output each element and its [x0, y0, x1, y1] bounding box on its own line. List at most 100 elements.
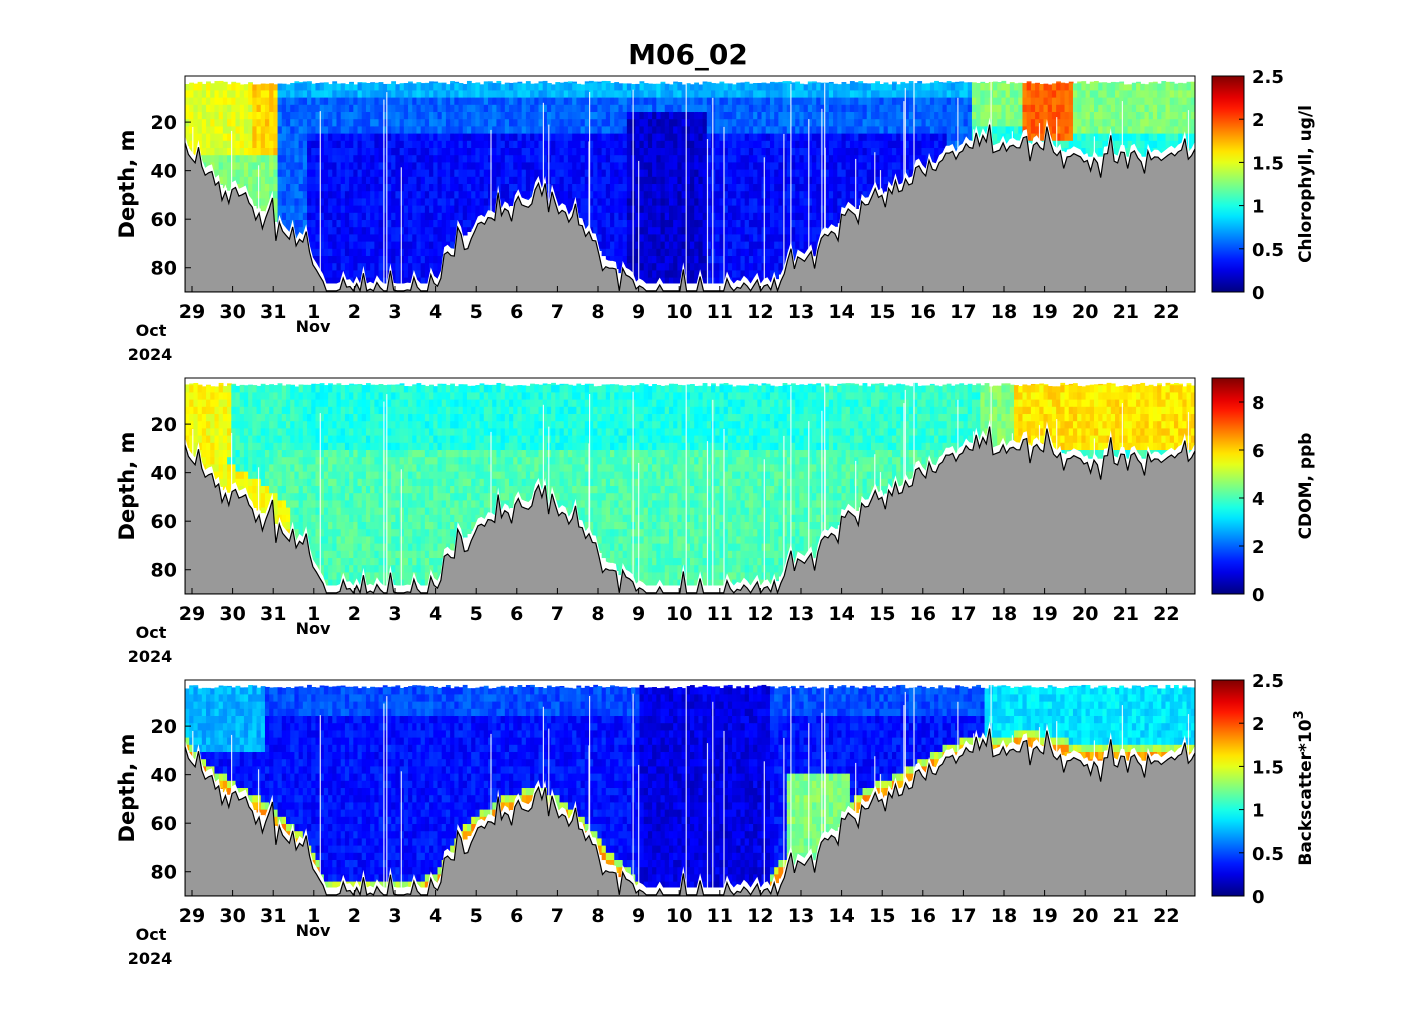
- y-tick-label: 20: [151, 414, 177, 436]
- x-tick-label: 22: [1153, 905, 1179, 927]
- x-tick-label: 3: [388, 301, 401, 323]
- x-tick-label: 4: [429, 905, 442, 927]
- colorbar-tick-label: 1: [1252, 197, 1265, 218]
- y-axis-label: Depth, m: [115, 130, 139, 239]
- colorbar-tick-label: 2.5: [1252, 67, 1284, 88]
- x-tick-label: 11: [707, 905, 733, 927]
- x-tick-label: 7: [551, 301, 564, 323]
- y-tick-label: 40: [151, 161, 177, 183]
- y-tick-label: 60: [151, 511, 177, 533]
- x-tick-label: 30: [219, 603, 245, 625]
- x-tick-label: 31: [260, 603, 286, 625]
- colorbar-tick-label: 1.5: [1252, 153, 1284, 174]
- x-tick-label: 2: [348, 301, 361, 323]
- x-tick-label: 3: [388, 603, 401, 625]
- x-tick-label: 9: [632, 301, 645, 323]
- year-label: 2024: [128, 345, 173, 364]
- x-tick-label: 18: [991, 301, 1017, 323]
- month-label-start: Oct: [136, 321, 167, 340]
- y-tick-label: 80: [151, 862, 177, 884]
- x-tick-label: 12: [747, 603, 773, 625]
- month-label-next: Nov: [296, 921, 331, 940]
- x-tick-label: 15: [869, 905, 895, 927]
- y-axis-label: Depth, m: [115, 734, 139, 843]
- x-tick-label: 3: [388, 905, 401, 927]
- colorbar: [1212, 76, 1244, 292]
- x-tick-label: 21: [1113, 603, 1139, 625]
- x-tick-label: 20: [1072, 603, 1098, 625]
- x-tick-label: 22: [1153, 603, 1179, 625]
- x-tick-label: 5: [470, 301, 483, 323]
- colorbar-label: CDOM, ppb: [1296, 433, 1316, 540]
- y-axis-label: Depth, m: [115, 432, 139, 541]
- x-tick-label: 11: [707, 603, 733, 625]
- x-tick-label: 4: [429, 301, 442, 323]
- colorbar-tick-label: 1.5: [1252, 757, 1284, 778]
- x-tick-label: 13: [788, 301, 814, 323]
- x-tick-label: 11: [707, 301, 733, 323]
- x-tick-label: 29: [179, 603, 205, 625]
- colorbar: [1212, 378, 1244, 594]
- x-tick-label: 7: [551, 603, 564, 625]
- x-tick-label: 29: [179, 301, 205, 323]
- x-tick-label: 2: [348, 905, 361, 927]
- x-tick-label: 17: [950, 301, 976, 323]
- colorbar-tick-label: 4: [1252, 489, 1265, 510]
- figure-title: M06_02: [628, 38, 748, 71]
- colorbar-tick-label: 0: [1252, 887, 1265, 908]
- x-tick-label: 6: [510, 301, 523, 323]
- x-tick-label: 30: [219, 301, 245, 323]
- x-tick-label: 15: [869, 301, 895, 323]
- x-tick-label: 29: [179, 905, 205, 927]
- colorbar-tick-label: 2.5: [1252, 671, 1284, 692]
- x-tick-label: 13: [788, 603, 814, 625]
- year-label: 2024: [128, 949, 173, 968]
- year-label: 2024: [128, 647, 173, 666]
- y-tick-label: 20: [151, 716, 177, 738]
- x-tick-label: 20: [1072, 905, 1098, 927]
- colorbar-tick-label: 0.5: [1252, 844, 1284, 865]
- x-tick-label: 30: [219, 905, 245, 927]
- x-tick-label: 8: [591, 301, 604, 323]
- x-tick-label: 31: [260, 301, 286, 323]
- y-tick-label: 40: [151, 463, 177, 485]
- x-tick-label: 13: [788, 905, 814, 927]
- colorbar-tick-label: 0: [1252, 283, 1265, 304]
- x-tick-label: 5: [470, 603, 483, 625]
- x-tick-label: 18: [991, 905, 1017, 927]
- x-tick-label: 21: [1113, 301, 1139, 323]
- colorbar-tick-label: 1: [1252, 801, 1265, 822]
- x-tick-label: 12: [747, 301, 773, 323]
- colorbar: [1212, 680, 1244, 896]
- x-tick-label: 31: [260, 905, 286, 927]
- x-tick-label: 4: [429, 603, 442, 625]
- x-tick-label: 9: [632, 603, 645, 625]
- colorbar-tick-label: 6: [1252, 441, 1265, 462]
- x-tick-label: 18: [991, 603, 1017, 625]
- x-tick-label: 5: [470, 905, 483, 927]
- x-tick-label: 21: [1113, 905, 1139, 927]
- colorbar-tick-label: 8: [1252, 393, 1265, 414]
- x-tick-label: 10: [666, 301, 692, 323]
- x-tick-label: 19: [1031, 301, 1057, 323]
- x-tick-label: 12: [747, 905, 773, 927]
- x-tick-label: 16: [910, 301, 936, 323]
- x-tick-label: 14: [828, 905, 854, 927]
- x-tick-label: 22: [1153, 301, 1179, 323]
- x-tick-label: 16: [910, 603, 936, 625]
- x-tick-label: 14: [828, 301, 854, 323]
- x-tick-label: 6: [510, 905, 523, 927]
- x-tick-label: 15: [869, 603, 895, 625]
- x-tick-label: 19: [1031, 905, 1057, 927]
- x-tick-label: 10: [666, 603, 692, 625]
- y-tick-label: 40: [151, 765, 177, 787]
- colorbar-label: Chlorophyll, ug/l: [1296, 105, 1316, 263]
- colorbar-tick-label: 0: [1252, 585, 1265, 606]
- x-tick-label: 9: [632, 905, 645, 927]
- x-tick-label: 14: [828, 603, 854, 625]
- x-tick-label: 19: [1031, 603, 1057, 625]
